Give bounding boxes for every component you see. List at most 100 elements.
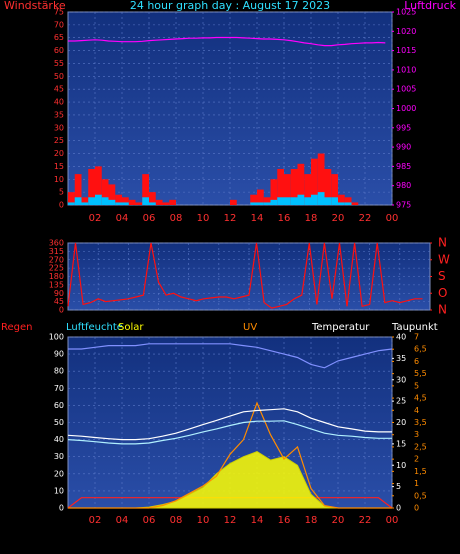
y3-tick-label: 5 [414,381,419,390]
y-tick-label: 80 [54,367,64,376]
y2-tick-label: 30 [396,375,406,384]
y3-tick-label: 7 [414,333,419,342]
x-tick-label: 10 [197,213,210,224]
bar [101,197,109,205]
y3-tick-label: 6,5 [414,345,427,354]
y2-axis-label: Luftdruck [404,0,456,12]
line [67,242,423,309]
bar [257,202,264,205]
y-tick-label: 15 [54,162,64,171]
y-tick-label: 20 [54,149,64,158]
y-tick-label: 90 [54,350,64,359]
bar [304,174,311,205]
bar [250,202,257,205]
x-tick-label: 16 [278,213,291,224]
bar [88,197,95,205]
bar [128,199,136,205]
x-tick-label: 18 [305,213,318,224]
legend-label: Taupunkt [391,322,438,333]
y3-tick-label: 1 [414,479,419,488]
y-tick-label: 70 [54,20,64,29]
bar [338,194,345,205]
y2-tick-label: 1005 [396,85,416,94]
y3-tick-label: 5,5 [414,369,427,378]
y-tick-label: 315 [49,247,64,256]
y-tick-label: 10 [54,486,64,495]
bar [95,194,102,205]
y3-tick-label: 2 [414,455,419,464]
bar [317,153,325,205]
y2-tick-label: 25 [396,397,406,406]
title: 24 hour graph day : August 17 2023 [130,0,330,12]
y2-tick-label: 35 [396,354,406,363]
y-tick-label: 45 [54,85,64,94]
x-tick-label: 20 [332,515,345,526]
y2-tick-label: N [438,236,447,250]
bar [169,199,176,205]
y-tick-label: 70 [54,384,64,393]
y2-tick-label: 975 [396,201,411,210]
y-tick-label: 0 [59,306,64,315]
bar [263,202,271,205]
x-tick-label: 08 [170,515,183,526]
y2-tick-label: S [438,269,446,283]
y2-tick-label: 10 [396,461,406,470]
bar [122,197,129,205]
y3-tick-label: 0 [414,504,419,513]
bar [142,197,149,205]
bar [250,194,257,205]
y2-tick-label: W [438,252,450,266]
y-tick-label: 20 [54,469,64,478]
y-axis-label: Windstärke [4,0,66,12]
y-tick-label: 270 [49,255,64,264]
y3-tick-label: 1,5 [414,467,427,476]
y-tick-label: 90 [54,289,64,298]
bar [95,166,102,205]
bar [304,197,311,205]
x-tick-label: 14 [251,213,264,224]
y-tick-label: 30 [54,452,64,461]
y-tick-label: 50 [54,418,64,427]
bar [115,202,122,205]
bar [108,184,116,205]
bar [297,163,305,205]
bar [311,194,318,205]
bar [122,202,129,205]
bar [155,199,163,205]
bar [81,197,89,205]
y2-tick-label: 980 [396,181,411,190]
y2-tick-label: 0 [396,504,401,513]
bar [263,197,271,205]
y-tick-label: 60 [54,401,64,410]
bar [230,199,237,205]
bar [68,202,75,205]
x-tick-label: 16 [278,515,291,526]
y-tick-label: 0 [59,201,64,210]
line [68,343,393,369]
y-tick-label: 75 [54,8,64,17]
x-tick-label: 04 [116,515,129,526]
x-tick-label: 04 [116,213,129,224]
y2-tick-label: 990 [396,143,411,152]
legend-label: Solar [118,322,144,333]
y2-tick-label: 1010 [396,65,416,74]
bar [324,197,332,205]
bar [74,174,82,205]
bar [277,168,284,205]
x-tick-label: 20 [332,213,345,224]
bar [270,199,278,205]
y-tick-label: 30 [54,123,64,132]
line [68,36,386,47]
bar [331,174,338,205]
bar [344,197,352,205]
legend-label: Temperatur [311,322,370,333]
y-tick-label: 225 [49,264,64,273]
y-tick-label: 50 [54,72,64,81]
bar [311,158,318,205]
x-tick-label: 12 [224,515,237,526]
y2-tick-label: 40 [396,333,406,342]
y-tick-label: 360 [49,239,64,248]
bar [351,202,359,205]
y2-tick-label: 1025 [396,8,416,17]
y2-tick-label: 985 [396,162,411,171]
